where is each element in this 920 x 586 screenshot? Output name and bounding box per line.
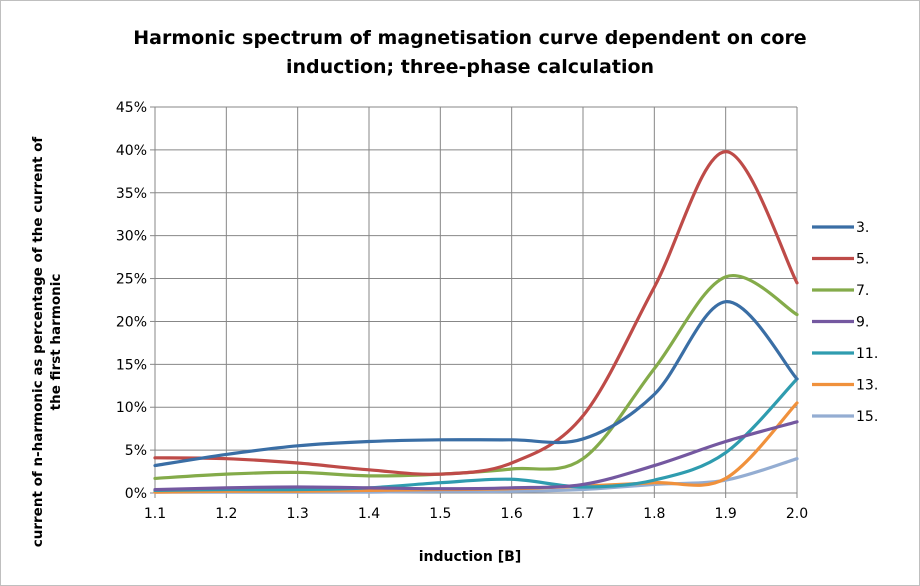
chart-title-line2: induction; three-phase calculation xyxy=(286,56,654,78)
series-line-3 xyxy=(153,300,799,468)
x-tick-label: 1.4 xyxy=(358,506,380,522)
x-tick-labels: 1.1 1.2 1.3 1.4 1.5 1.6 1.7 1.8 1.9 2.0 xyxy=(144,506,808,522)
legend-label: 15. xyxy=(856,409,878,425)
x-tick-label: 1.8 xyxy=(643,506,665,522)
x-tick-label: 1.7 xyxy=(572,506,594,522)
legend-label: 13. xyxy=(856,378,878,394)
series-lines xyxy=(153,149,799,494)
grid xyxy=(150,106,798,498)
x-tick-label: 2.0 xyxy=(786,506,808,522)
x-tick-label: 1.9 xyxy=(715,506,737,522)
y-tick-label: 25% xyxy=(116,272,147,288)
legend-label: 11. xyxy=(856,346,878,362)
y-axis-label-line1: current of n-harmonic as percentage of t… xyxy=(30,137,46,548)
y-tick-label: 30% xyxy=(116,229,147,245)
y-tick-label: 20% xyxy=(116,314,147,330)
x-tick-label: 1.3 xyxy=(287,506,309,522)
series-line-7 xyxy=(153,273,799,481)
chart-title-line1: Harmonic spectrum of magnetisation curve… xyxy=(133,27,806,49)
y-tick-label: 5% xyxy=(125,443,147,459)
series-line-9 xyxy=(153,420,799,492)
y-tick-label: 45% xyxy=(116,100,147,116)
legend-label: 9. xyxy=(856,315,869,331)
y-tick-labels: 0% 5% 10% 15% 20% 25% 30% 35% 40% 45% xyxy=(116,100,147,502)
x-tick-label: 1.1 xyxy=(144,506,166,522)
y-tick-label: 10% xyxy=(116,400,147,416)
legend-label: 7. xyxy=(856,283,869,299)
series-line-5 xyxy=(153,149,799,476)
x-tick-label: 1.6 xyxy=(501,506,523,522)
x-tick-label: 1.2 xyxy=(215,506,237,522)
y-tick-label: 15% xyxy=(116,357,147,373)
y-tick-label: 40% xyxy=(116,143,147,159)
series-line-11 xyxy=(153,377,799,493)
legend: 3. 5. 7. 9. 11. 13. 15. xyxy=(812,220,878,425)
x-axis-label: induction [B] xyxy=(419,549,521,565)
legend-label: 3. xyxy=(856,220,869,236)
y-tick-label: 35% xyxy=(116,186,147,202)
y-tick-label: 0% xyxy=(125,486,147,502)
y-axis-label-line2: the first harmonic xyxy=(48,274,64,411)
x-tick-label: 1.5 xyxy=(429,506,451,522)
legend-label: 5. xyxy=(856,252,869,268)
